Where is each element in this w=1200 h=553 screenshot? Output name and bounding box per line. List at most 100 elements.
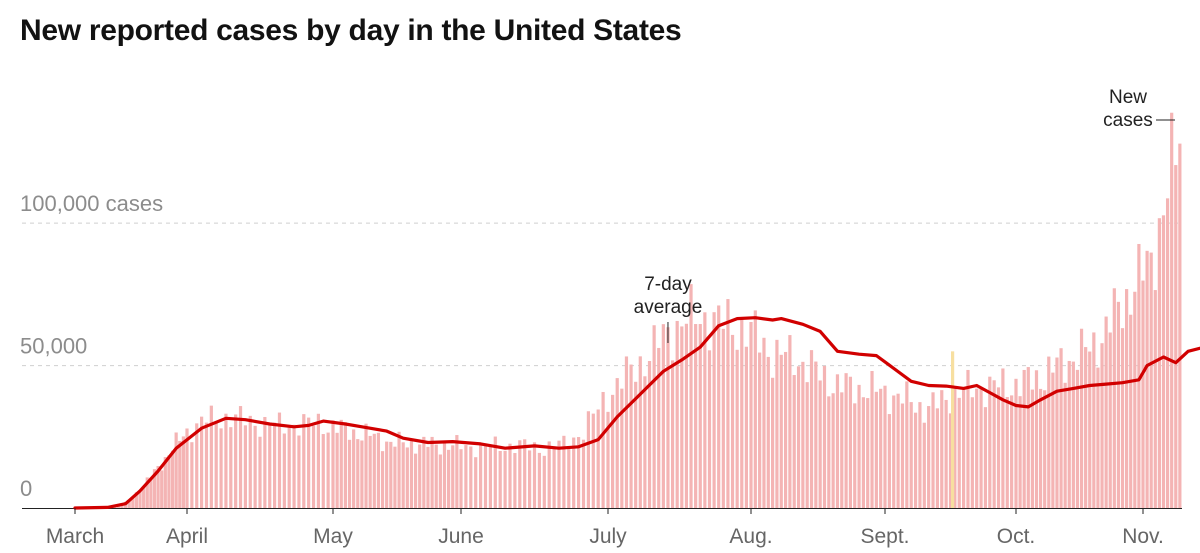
seven-day-average-line	[73, 316, 1200, 510]
x-tick-label: Nov.	[1122, 525, 1164, 548]
case-bar	[979, 388, 983, 508]
case-bar	[822, 365, 827, 508]
case-bar	[1067, 360, 1071, 508]
average-annotation-label: average	[634, 297, 703, 318]
case-bar	[131, 497, 135, 508]
case-bar	[827, 396, 831, 508]
case-bar	[393, 446, 397, 508]
case-bar	[652, 325, 656, 508]
case-bar	[1022, 369, 1026, 508]
case-bar	[1088, 351, 1092, 508]
case-bar	[657, 347, 661, 508]
case-bar	[896, 393, 900, 508]
case-bar	[1141, 280, 1145, 508]
case-bar	[542, 455, 546, 508]
case-bar	[459, 449, 463, 508]
case-bar	[1026, 367, 1030, 508]
case-bar	[178, 440, 182, 508]
case-bar	[1010, 395, 1014, 508]
case-bar	[638, 356, 642, 508]
case-bar	[557, 440, 561, 508]
case-bar	[730, 334, 735, 508]
case-bar	[1001, 368, 1005, 508]
case-bar	[749, 321, 753, 508]
case-bar	[935, 408, 939, 508]
case-bar	[771, 377, 775, 508]
case-bar	[577, 437, 581, 508]
case-bar	[913, 412, 918, 508]
case-bar	[297, 435, 301, 508]
x-tick-label: April	[166, 525, 208, 548]
case-bar	[174, 432, 178, 508]
case-bar	[717, 305, 721, 508]
gridlines	[22, 222, 1182, 367]
case-bar	[339, 419, 343, 508]
case-bar	[430, 436, 434, 508]
case-bar	[703, 312, 707, 508]
case-bar	[596, 409, 600, 508]
case-bar	[1100, 343, 1104, 508]
case-bar	[753, 310, 757, 508]
case-bar	[680, 326, 684, 508]
case-bar	[601, 391, 605, 508]
case-bar	[1157, 218, 1161, 509]
case-bar	[689, 284, 693, 508]
case-bar	[1161, 215, 1166, 509]
case-bar	[591, 413, 595, 508]
case-bar	[152, 469, 157, 508]
case-bar	[138, 491, 142, 508]
case-bar	[528, 450, 532, 508]
case-bar	[1104, 316, 1108, 508]
case-bar	[970, 397, 974, 508]
case-bar	[953, 386, 957, 508]
case-bar	[405, 447, 409, 508]
case-bar	[434, 444, 438, 508]
case-bar	[779, 354, 783, 508]
new-cases-annotation-label: New	[1109, 87, 1147, 108]
chart-title: New reported cases by day in the United …	[20, 14, 682, 47]
case-bar	[726, 299, 730, 508]
case-bar	[508, 443, 512, 508]
case-bar	[455, 435, 459, 508]
case-bar	[483, 444, 488, 508]
case-bar	[292, 424, 296, 508]
case-bar	[397, 431, 401, 508]
case-bar	[409, 440, 414, 508]
x-tick-label: Sept.	[860, 525, 909, 548]
highlight-bar	[951, 351, 955, 508]
case-bar	[586, 411, 590, 508]
case-bar	[879, 388, 883, 508]
x-tick-label: June	[438, 525, 484, 548]
case-bar	[1043, 390, 1047, 508]
case-bar	[870, 370, 874, 508]
case-bar	[707, 350, 712, 508]
case-bar	[1055, 357, 1059, 508]
case-bar	[438, 454, 442, 508]
y-tick-label: 100,000 cases	[20, 191, 163, 216]
case-bar	[552, 448, 556, 508]
case-bar	[721, 328, 725, 508]
case-bar	[413, 453, 418, 508]
case-bar	[758, 352, 762, 508]
daily-case-bars	[77, 112, 1182, 509]
case-bar	[1079, 328, 1084, 508]
case-bar	[380, 451, 385, 508]
case-bar	[258, 436, 262, 508]
case-bar	[634, 381, 638, 508]
case-bar	[200, 416, 204, 508]
case-bar	[909, 402, 913, 508]
case-bar	[224, 413, 228, 508]
case-bar	[1145, 250, 1149, 508]
case-bar	[238, 406, 243, 508]
case-bar	[376, 432, 381, 508]
case-bar	[1063, 382, 1067, 508]
case-bar	[1174, 165, 1178, 509]
case-bar	[537, 452, 541, 508]
case-bar	[347, 439, 352, 508]
case-bar	[1165, 198, 1170, 508]
case-bar	[204, 422, 209, 508]
case-bar	[944, 399, 948, 508]
case-bar	[282, 433, 286, 508]
x-tick-label: Oct.	[997, 525, 1036, 548]
